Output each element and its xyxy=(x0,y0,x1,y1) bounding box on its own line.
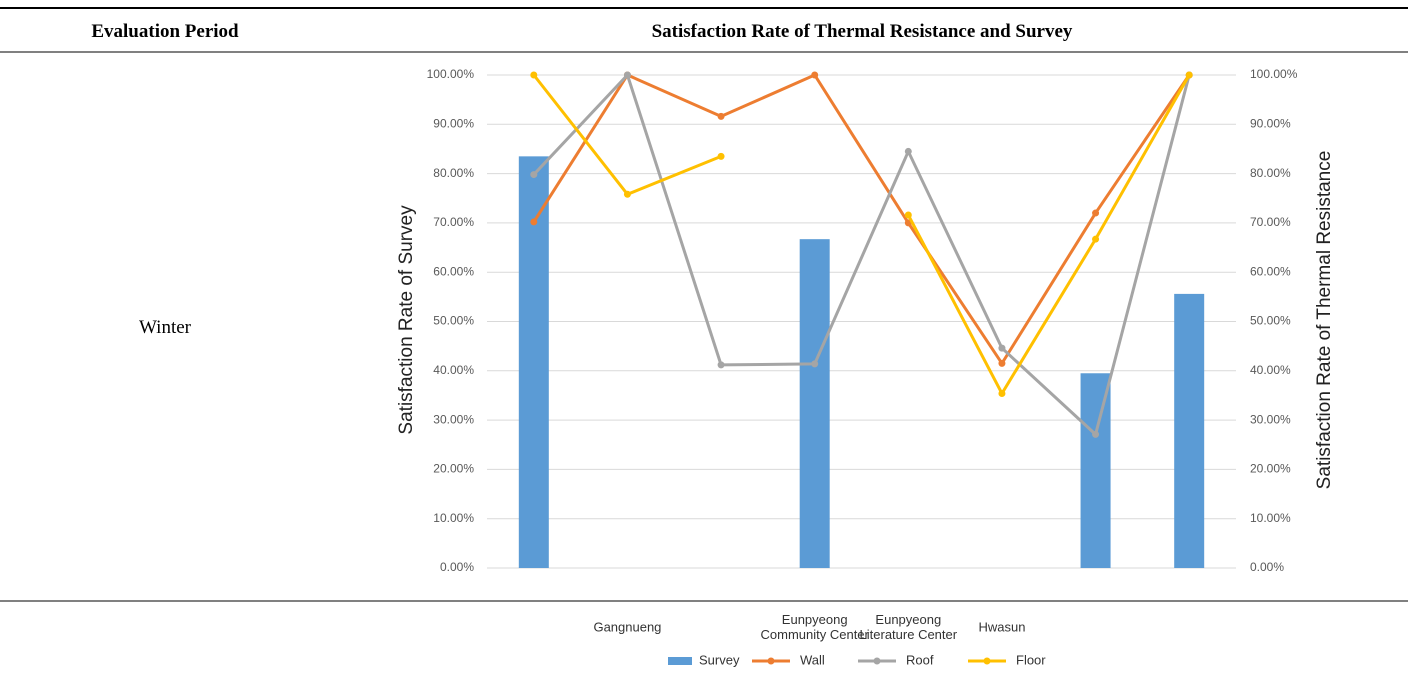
y2-tick-label: 100.00% xyxy=(1250,67,1298,81)
point xyxy=(1185,71,1193,79)
point xyxy=(623,190,631,198)
y-tick-label: 50.00% xyxy=(433,314,474,328)
point xyxy=(998,389,1006,397)
point xyxy=(530,171,538,179)
x-tick-label: Eunpyeong Literature Center xyxy=(859,612,958,642)
y2-tick-label: 50.00% xyxy=(1250,314,1291,328)
bar xyxy=(518,156,549,568)
x-tick-label: Eunpyeong Community Center xyxy=(760,612,869,642)
point xyxy=(811,71,819,79)
y-tick-label: 80.00% xyxy=(433,166,474,180)
y-tick-label: 40.00% xyxy=(433,363,474,377)
y2-tick-label: 80.00% xyxy=(1250,166,1291,180)
y2-tick-label: 20.00% xyxy=(1250,462,1291,476)
period-cell: Winter xyxy=(139,317,192,338)
point xyxy=(623,71,631,79)
y-axis-title: Satisfaction Rate of Survey xyxy=(396,205,417,435)
point xyxy=(904,211,912,219)
y2-tick-label: 90.00% xyxy=(1250,116,1291,130)
y-tick-label: 10.00% xyxy=(433,511,474,525)
y-tick-label: 60.00% xyxy=(433,264,474,278)
point xyxy=(904,147,912,155)
legend-label: Roof xyxy=(906,652,934,667)
point xyxy=(1092,430,1100,438)
legend-label: Wall xyxy=(800,652,825,667)
y-tick-label: 100.00% xyxy=(427,67,475,81)
y2-axis-title: Satisfaction Rate of Thermal Resistance xyxy=(1314,151,1335,490)
legend-marker xyxy=(983,657,991,665)
y2-tick-label: 60.00% xyxy=(1250,264,1291,278)
line xyxy=(532,74,1191,397)
point xyxy=(1092,235,1100,243)
bar xyxy=(1174,293,1205,568)
y2-tick-label: 30.00% xyxy=(1250,412,1291,426)
line xyxy=(532,72,1191,438)
point xyxy=(998,344,1006,352)
point xyxy=(1092,209,1100,217)
legend-marker xyxy=(767,657,775,665)
legend-label: Survey xyxy=(699,652,740,667)
y2-tick-label: 0.00% xyxy=(1250,560,1284,574)
y2-tick-label: 70.00% xyxy=(1250,215,1291,229)
y-tick-label: 90.00% xyxy=(433,116,474,130)
y-tick-label: 0.00% xyxy=(440,560,474,574)
point xyxy=(717,361,725,369)
legend-swatch xyxy=(668,657,692,665)
bar xyxy=(799,239,830,568)
x-tick-label: Hwasun xyxy=(978,619,1026,635)
y2-tick-label: 10.00% xyxy=(1250,511,1291,525)
point xyxy=(530,71,538,79)
point xyxy=(717,112,725,120)
point xyxy=(998,359,1006,367)
legend-label: Floor xyxy=(1016,652,1046,667)
y-tick-label: 70.00% xyxy=(433,215,474,229)
line xyxy=(532,73,1191,367)
column-header: Evaluation Period xyxy=(91,21,239,42)
legend-marker xyxy=(873,657,881,665)
y-tick-label: 30.00% xyxy=(433,412,474,426)
bar xyxy=(1080,373,1111,568)
point xyxy=(530,218,538,226)
y2-tick-label: 40.00% xyxy=(1250,363,1291,377)
point xyxy=(811,360,819,368)
column-header: Satisfaction Rate of Thermal Resistance … xyxy=(652,21,1073,42)
point xyxy=(717,152,725,160)
y-tick-label: 20.00% xyxy=(433,462,474,476)
x-tick-label: Gangnueng xyxy=(593,619,662,635)
